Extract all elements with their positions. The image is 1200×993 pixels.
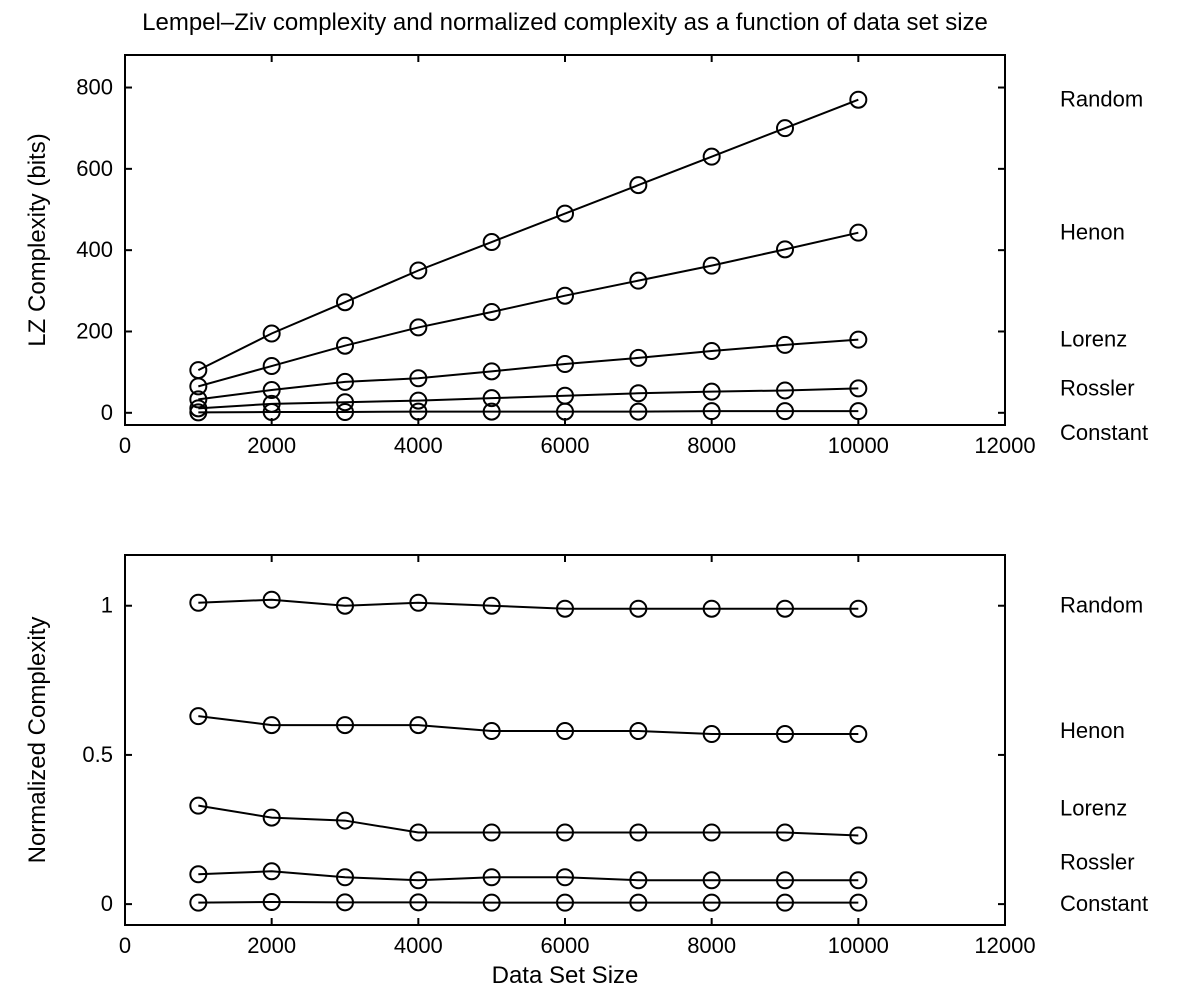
- y-tick-label: 400: [76, 237, 113, 262]
- series-constant: [190, 894, 866, 911]
- y-axis-label: LZ Complexity (bits): [24, 133, 51, 346]
- x-tick-label: 10000: [828, 433, 889, 458]
- y-tick-label: 0: [101, 400, 113, 425]
- y-tick-label: 0: [101, 891, 113, 916]
- chart-title: Lempel–Ziv complexity and normalized com…: [142, 9, 988, 36]
- x-tick-label: 10000: [828, 933, 889, 958]
- x-tick-label: 8000: [687, 433, 736, 458]
- series-henon: [190, 708, 866, 742]
- y-tick-label: 800: [76, 75, 113, 100]
- x-tick-label: 6000: [541, 433, 590, 458]
- y-axis-label: Normalized Complexity: [24, 617, 51, 864]
- x-tick-label: 12000: [974, 433, 1035, 458]
- y-tick-label: 600: [76, 156, 113, 181]
- x-tick-label: 8000: [687, 933, 736, 958]
- series-label-lorenz: Lorenz: [1060, 796, 1127, 821]
- x-tick-label: 12000: [974, 933, 1035, 958]
- lz-complexity-figure: Lempel–Ziv complexity and normalized com…: [0, 0, 1200, 993]
- bottom-panel: 0 2000 4000 6000 8000 10000 12000 0 0.5 1 Normaliz…: [24, 555, 1148, 989]
- series-label-lorenz: Lorenz: [1060, 327, 1127, 352]
- series-constant: [190, 403, 866, 420]
- x-tick-label: 0: [119, 933, 131, 958]
- top-panel: 0 2000 4000 6000 8000 10000 12000 0 200 400 600 800…: [24, 55, 1148, 458]
- x-tick-label: 2000: [247, 433, 296, 458]
- series-label-random: Random: [1060, 87, 1143, 112]
- x-tick-label: 6000: [541, 933, 590, 958]
- series-label-rossler: Rossler: [1060, 375, 1135, 400]
- series-label-random: Random: [1060, 593, 1143, 618]
- series-lorenz: [190, 798, 866, 844]
- series-rossler: [190, 863, 866, 888]
- series-label-henon: Henon: [1060, 220, 1125, 245]
- x-tick-label: 2000: [247, 933, 296, 958]
- y-tick-label: 0.5: [82, 742, 113, 767]
- y-tick-label: 200: [76, 318, 113, 343]
- series-label-rossler: Rossler: [1060, 849, 1135, 874]
- series-label-constant: Constant: [1060, 891, 1148, 916]
- y-tick-label: 1: [101, 593, 113, 618]
- x-tick-label: 4000: [394, 933, 443, 958]
- x-tick-label: 0: [119, 433, 131, 458]
- series-random: [190, 592, 866, 617]
- series-label-constant: Constant: [1060, 420, 1148, 445]
- series-label-henon: Henon: [1060, 718, 1125, 743]
- x-tick-label: 4000: [394, 433, 443, 458]
- x-axis-label: Data Set Size: [492, 962, 639, 989]
- series-henon: [190, 225, 866, 395]
- series-random: [190, 92, 866, 378]
